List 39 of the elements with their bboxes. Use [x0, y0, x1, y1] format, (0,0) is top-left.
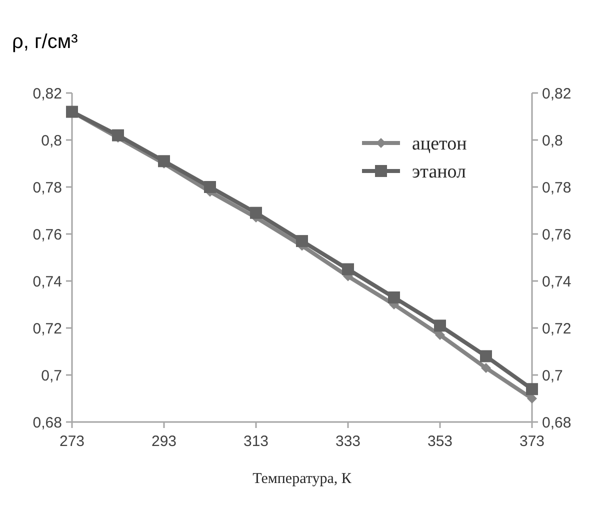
point [204, 181, 216, 193]
y2-tick-label: 0,7 [542, 367, 563, 384]
point [527, 394, 537, 404]
y-tick-label: 0,74 [32, 273, 62, 290]
point [342, 263, 354, 276]
point [250, 206, 262, 219]
x-tick-label: 273 [59, 433, 85, 450]
y2-tick-label: 0,76 [542, 226, 572, 244]
y-tick-label: 0,68 [32, 414, 62, 432]
y2-tick-label: 0,74 [542, 273, 572, 290]
y2-tick-label: 0,82 [542, 85, 572, 102]
x-axis-title: Температура, К [252, 471, 352, 487]
x-tick-label: 333 [335, 433, 361, 450]
x-tick-label: 373 [519, 433, 545, 450]
x-tick-label: 313 [243, 433, 269, 450]
point [526, 383, 538, 396]
y-tick-label: 0,72 [32, 320, 62, 338]
y-tick-label: 0,7 [41, 367, 62, 384]
x-tick-label: 293 [151, 433, 177, 450]
y2-tick-label: 0,8 [542, 132, 563, 150]
x-tick-label: 353 [427, 433, 453, 450]
point [388, 291, 400, 304]
legend-label: ацетон [412, 134, 467, 155]
y-tick-label: 0,78 [32, 179, 62, 196]
y-tick-label: 0,8 [41, 132, 62, 150]
y-tick-label: 0,82 [32, 85, 62, 102]
y-axis-title: ρ, г/см³ [12, 31, 78, 53]
y2-tick-label: 0,72 [542, 320, 572, 338]
point [434, 320, 446, 332]
point [296, 235, 308, 248]
point [480, 350, 492, 362]
point [112, 129, 124, 142]
y-tick-label: 0,76 [32, 226, 62, 244]
point [435, 330, 445, 340]
point [481, 362, 491, 373]
y2-tick-label: 0,68 [542, 414, 572, 432]
legend-label: этанол [412, 162, 467, 183]
y2-tick-label: 0,78 [542, 179, 572, 196]
point [158, 155, 170, 168]
